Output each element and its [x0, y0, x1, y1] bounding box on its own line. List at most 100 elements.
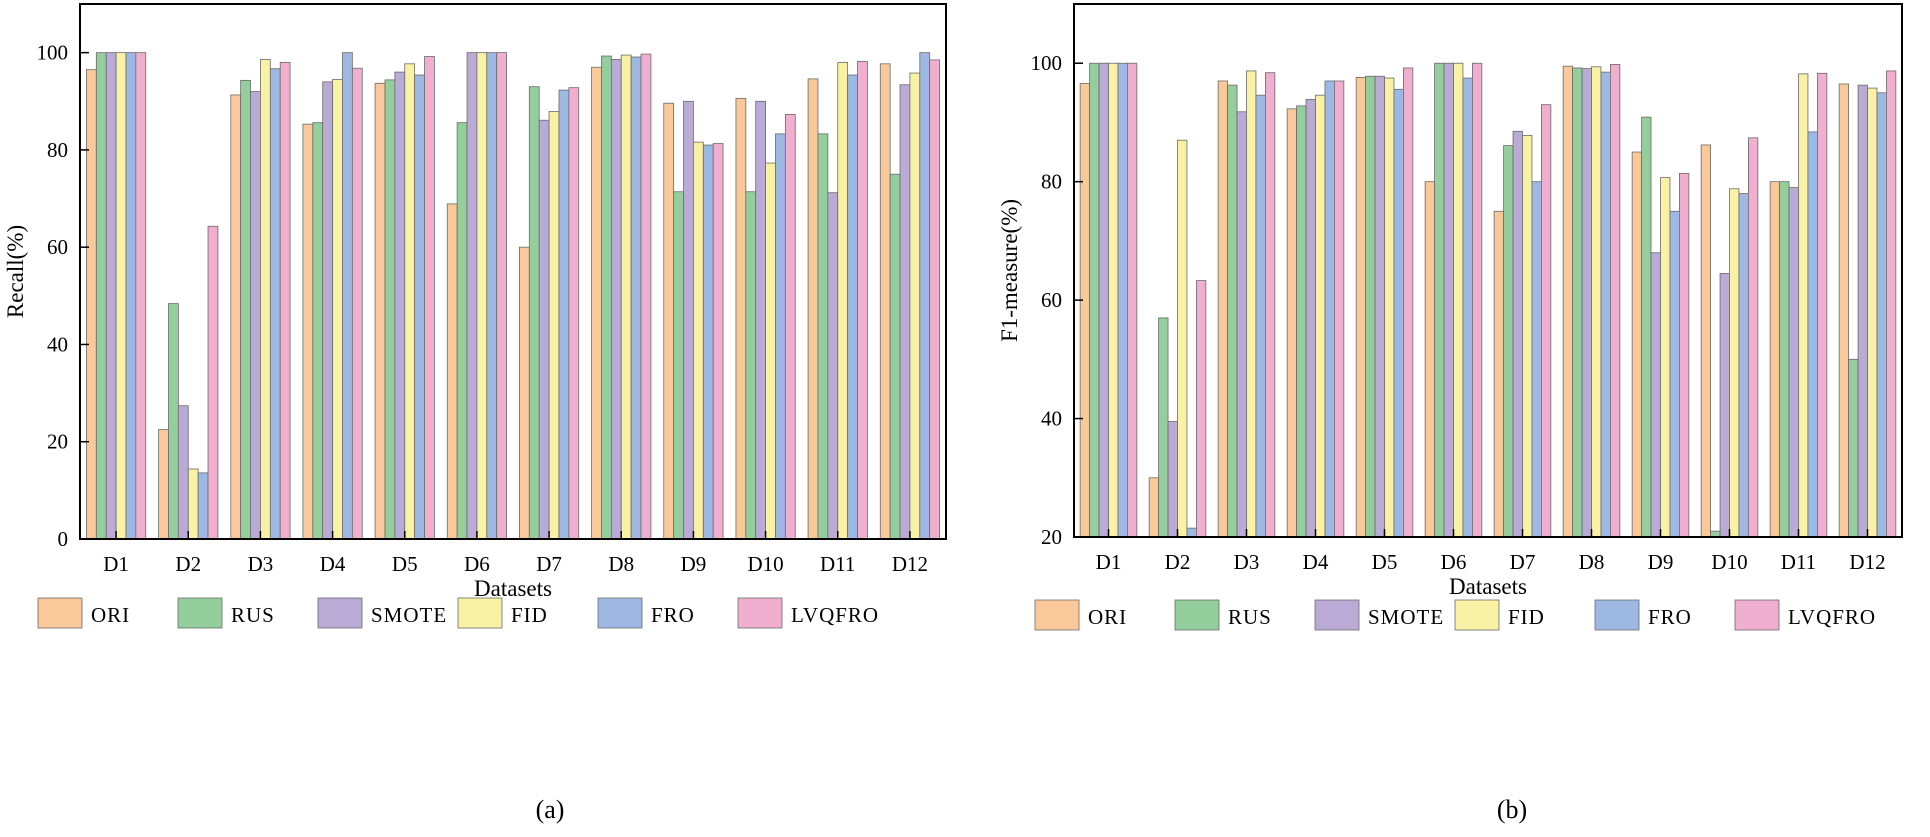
bar-lvqfro-d10: [1748, 137, 1759, 538]
bar-smote-d10: [755, 100, 766, 540]
bar-lvqfro-d8: [1610, 64, 1621, 538]
bar-smote-d4: [322, 81, 333, 540]
x-axis-label: Datasets: [474, 576, 552, 601]
bar-ori-d1: [1079, 82, 1090, 538]
y-tick-label: 20: [1041, 525, 1062, 549]
x-tick-label: D9: [681, 552, 707, 576]
x-tick-label: D8: [608, 552, 634, 576]
bar-fid-d6: [476, 52, 488, 540]
bar-rus-d7: [528, 86, 540, 540]
bar-fro-d5: [1393, 88, 1404, 538]
y-tick-label: 100: [1031, 51, 1063, 75]
x-tick-label: D8: [1579, 550, 1605, 574]
bar-rus-d3: [240, 79, 251, 540]
x-tick-label: D3: [1234, 550, 1260, 574]
bar-smote-d7: [538, 119, 550, 540]
bar-smote-d5: [394, 71, 406, 540]
bar-fro-d1: [125, 52, 137, 540]
bar-fro-d2: [197, 472, 209, 540]
bar-fro-d3: [269, 68, 281, 540]
y-tick-label: 60: [47, 235, 68, 259]
bar-rus-d6: [1434, 62, 1445, 538]
bar-fid-d12: [909, 72, 921, 540]
bar-ori-d12: [879, 63, 891, 540]
bar-lvqfro-d12: [929, 59, 940, 540]
bar-lvqfro-d3: [279, 61, 291, 540]
bar-rus-d8: [601, 55, 612, 540]
bar-fid-d10: [1729, 188, 1740, 538]
chart-panel-2: 20 40 60 80 100 D1 D2 D3 D4 D5 D6 D7 D8 D9 D10 D11 D12 Da…: [997, 3, 1903, 824]
bar-lvqfro-d7: [1541, 104, 1552, 538]
bar-lvqfro-d8: [640, 53, 652, 540]
legend: ORI RUS SMOTE FID FRO LVQFRO: [37, 597, 878, 629]
x-tick-label: D10: [747, 552, 783, 576]
bar-smote-d11: [827, 192, 839, 540]
bar-lvqfro-d4: [351, 67, 363, 540]
bar-smote-d10: [1719, 273, 1730, 538]
bar-fro-d6: [486, 52, 498, 540]
bar-smote-d6: [1443, 62, 1454, 538]
bar-lvqfro-d4: [1334, 80, 1345, 538]
legend-swatch-rus: [177, 597, 223, 629]
bar-rus-d11: [1779, 181, 1790, 538]
bar-rus-d6: [456, 122, 468, 540]
bar-smote-d5: [1374, 75, 1385, 538]
legend-swatch-lvqfro: [737, 597, 783, 629]
bar-ori-d3: [230, 94, 242, 540]
bar-fid-d1: [115, 52, 127, 540]
bar-smote-d3: [250, 91, 261, 540]
x-tick-label: D4: [1303, 550, 1329, 574]
bar-smote-d3: [1236, 111, 1247, 538]
bar-rus-d9: [1641, 116, 1652, 538]
legend-label-smote: SMOTE: [1368, 605, 1444, 629]
bar-fro-d9: [1669, 210, 1680, 538]
bar-fid-d5: [404, 63, 416, 540]
bar-rus-d12: [889, 173, 901, 540]
bar-rus-d11: [817, 133, 829, 540]
bar-fro-d3: [1255, 94, 1266, 538]
bar-fro-d2: [1186, 527, 1197, 538]
x-tick-label: D7: [536, 552, 562, 576]
bar-fro-d12: [1876, 92, 1887, 538]
legend-swatch-ori: [37, 597, 83, 629]
bar-rus-d4: [1296, 105, 1307, 538]
bar-rus-d12: [1848, 358, 1859, 538]
legend-label-fro: FRO: [651, 603, 695, 627]
panel-caption: (b): [1497, 795, 1527, 824]
bar-fro-d10: [775, 133, 786, 540]
bar-ori-d3: [1217, 80, 1228, 538]
bar-fro-d6: [1462, 77, 1473, 538]
bar-ori-d12: [1838, 83, 1849, 538]
bar-fro-d4: [1324, 80, 1335, 538]
x-axis-label: Datasets: [1449, 574, 1527, 599]
bar-fid-d7: [1522, 135, 1533, 538]
bar-fid-d6: [1453, 62, 1464, 538]
bar-ori-d8: [591, 66, 602, 540]
bar-smote-d9: [683, 100, 694, 540]
legend-label-fro: FRO: [1648, 605, 1692, 629]
legend-swatch-smote: [317, 597, 363, 629]
y-tick-label: 40: [47, 332, 68, 356]
legend-label-smote: SMOTE: [371, 603, 447, 627]
legend-swatch-fid: [1454, 599, 1500, 631]
y-tick-label: 80: [47, 138, 68, 162]
bar-smote-d2: [1167, 421, 1178, 538]
x-tick-label: D6: [1441, 550, 1467, 574]
bar-smote-d11: [1788, 187, 1799, 538]
bar-fid-d9: [693, 141, 704, 540]
bar-fro-d11: [1807, 131, 1818, 538]
bar-lvqfro-d11: [857, 60, 868, 540]
x-tick-label: D12: [892, 552, 928, 576]
bar-lvqfro-d7: [568, 87, 580, 540]
bar-fro-d10: [1738, 193, 1749, 538]
bar-smote-d1: [105, 52, 117, 540]
x-tick-label: D1: [1096, 550, 1122, 574]
legend-swatch-rus: [1174, 599, 1220, 631]
x-tick-label: D7: [1510, 550, 1536, 574]
bar-ori-d2: [1148, 477, 1159, 538]
legend-label-ori: ORI: [1088, 605, 1127, 629]
bar-lvqfro-d2: [207, 225, 219, 540]
y-tick-label: 40: [1041, 407, 1062, 431]
bar-fro-d7: [558, 89, 570, 540]
bar-fro-d8: [1600, 71, 1611, 538]
